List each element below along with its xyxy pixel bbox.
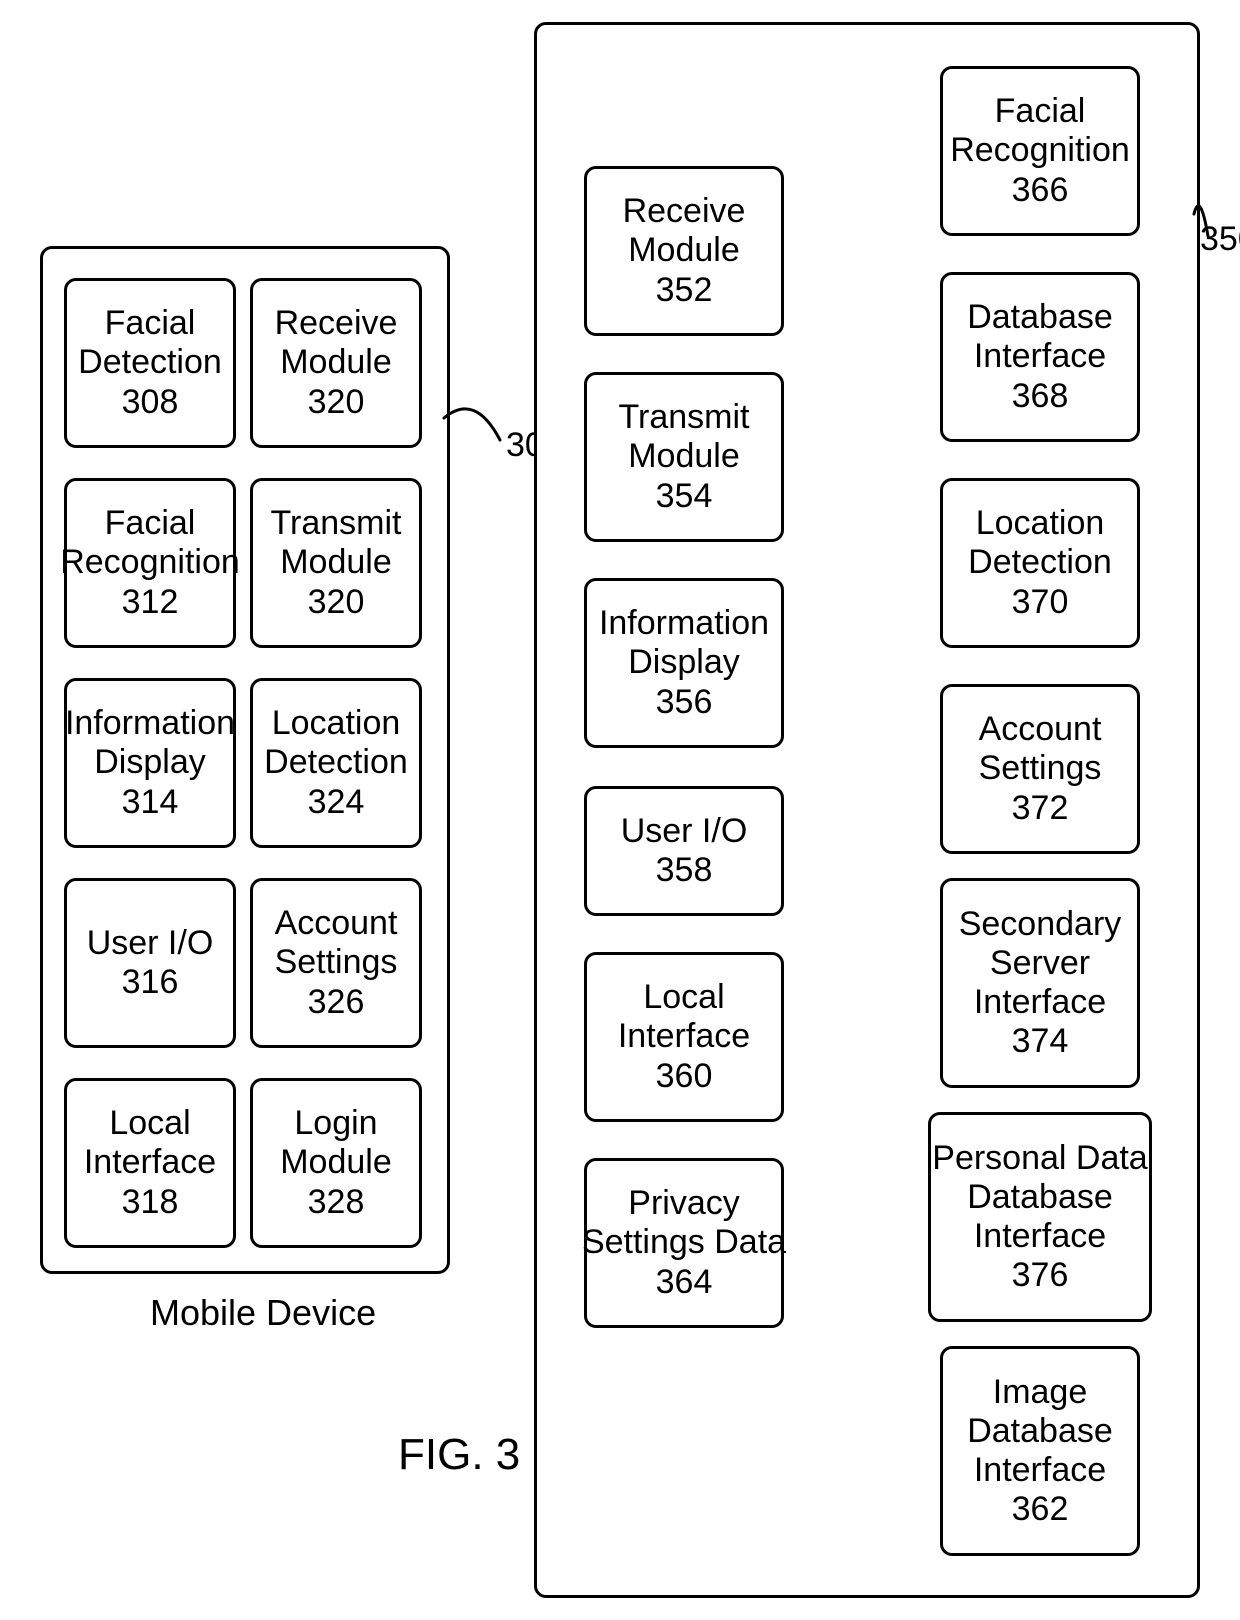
module-line: Display (94, 743, 205, 782)
module-line: Interface (84, 1143, 216, 1182)
module-line: Detection (264, 743, 408, 782)
module-receive-module-352: ReceiveModule352 (584, 166, 784, 336)
module-line: 328 (308, 1183, 365, 1222)
module-information-display-314: InformationDisplay314 (64, 678, 236, 848)
module-line: Privacy (628, 1184, 739, 1223)
module-line: 366 (1012, 171, 1069, 210)
ref-350: 350 (1200, 220, 1240, 259)
module-line: Personal Data (932, 1139, 1147, 1178)
module-line: Database (967, 1178, 1113, 1217)
module-local-interface-318: LocalInterface318 (64, 1078, 236, 1248)
module-user-io-358: User I/O358 (584, 786, 784, 916)
module-line: 320 (308, 383, 365, 422)
module-line: Settings (275, 943, 398, 982)
module-facial-recognition-366: FacialRecognition366 (940, 66, 1140, 236)
module-line: Interface (618, 1017, 750, 1056)
module-transmit-module-320: TransmitModule320 (250, 478, 422, 648)
module-line: Local (109, 1104, 190, 1143)
module-transmit-module-354: TransmitModule354 (584, 372, 784, 542)
module-user-io-316: User I/O316 (64, 878, 236, 1048)
module-information-display-356: InformationDisplay356 (584, 578, 784, 748)
module-account-settings-326: AccountSettings326 (250, 878, 422, 1048)
module-line: 320 (308, 583, 365, 622)
module-facial-detection-308: FacialDetection308 (64, 278, 236, 448)
module-line: Secondary (959, 905, 1122, 944)
module-line: 352 (656, 271, 713, 310)
module-line: Location (976, 504, 1105, 543)
module-line: Database (967, 298, 1113, 337)
module-line: Transmit (271, 504, 402, 543)
module-line: 326 (308, 983, 365, 1022)
module-image-db-362: ImageDatabaseInterface362 (940, 1346, 1140, 1556)
module-line: 308 (122, 383, 179, 422)
module-line: User I/O (87, 924, 214, 963)
module-line: 360 (656, 1057, 713, 1096)
module-line: Interface (974, 1451, 1106, 1490)
module-line: Facial (995, 92, 1086, 131)
module-line: Display (628, 643, 739, 682)
module-privacy-settings-data-364: PrivacySettings Data364 (584, 1158, 784, 1328)
module-line: Module (628, 437, 740, 476)
module-line: Detection (968, 543, 1112, 582)
module-line: Module (280, 343, 392, 382)
module-line: 368 (1012, 377, 1069, 416)
module-line: Location (272, 704, 401, 743)
module-line: Account (275, 904, 398, 943)
module-line: Facial (105, 304, 196, 343)
module-line: 376 (1012, 1256, 1069, 1295)
module-line: 316 (122, 963, 179, 1002)
module-line: Settings Data (582, 1223, 786, 1262)
module-line: 324 (308, 783, 365, 822)
module-line: Receive (623, 192, 746, 231)
module-line: Receive (275, 304, 398, 343)
module-line: Facial (105, 504, 196, 543)
module-line: Recognition (60, 543, 240, 582)
module-line: Local (643, 978, 724, 1017)
module-line: Login (294, 1104, 377, 1143)
module-line: Image (993, 1373, 1088, 1412)
module-location-detection-324: LocationDetection324 (250, 678, 422, 848)
caption-mobile-device: Mobile Device (150, 1292, 376, 1334)
module-line: Module (280, 1143, 392, 1182)
module-line: Interface (974, 1217, 1106, 1256)
module-line: 312 (122, 583, 179, 622)
figure-label: FIG. 3 (398, 1430, 520, 1480)
module-facial-recognition-312: FacialRecognition312 (64, 478, 236, 648)
module-secondary-server-374: SecondaryServerInterface374 (940, 878, 1140, 1088)
module-line: Interface (974, 337, 1106, 376)
module-line: 354 (656, 477, 713, 516)
module-line: 362 (1012, 1490, 1069, 1529)
module-line: 374 (1012, 1022, 1069, 1061)
module-account-settings-372: AccountSettings372 (940, 684, 1140, 854)
module-line: Database (967, 1412, 1113, 1451)
module-line: Information (599, 604, 769, 643)
module-database-interface-368: DatabaseInterface368 (940, 272, 1140, 442)
module-line: 372 (1012, 789, 1069, 828)
module-personal-data-db-376: Personal DataDatabaseInterface376 (928, 1112, 1152, 1322)
module-line: Module (280, 543, 392, 582)
module-location-detection-370: LocationDetection370 (940, 478, 1140, 648)
module-line: Account (979, 710, 1102, 749)
module-line: 370 (1012, 583, 1069, 622)
module-line: Detection (78, 343, 222, 382)
module-line: 364 (656, 1263, 713, 1302)
module-line: 358 (656, 851, 713, 890)
module-line: 318 (122, 1183, 179, 1222)
module-line: 356 (656, 683, 713, 722)
module-line: Server (990, 944, 1090, 983)
module-local-interface-360: LocalInterface360 (584, 952, 784, 1122)
module-line: Information (65, 704, 235, 743)
module-line: Transmit (619, 398, 750, 437)
module-line: 314 (122, 783, 179, 822)
module-line: Module (628, 231, 740, 270)
module-line: User I/O (621, 812, 748, 851)
module-line: Interface (974, 983, 1106, 1022)
module-receive-module-320: ReceiveModule320 (250, 278, 422, 448)
module-login-module-328: LoginModule328 (250, 1078, 422, 1248)
module-line: Recognition (950, 131, 1130, 170)
module-line: Settings (979, 749, 1102, 788)
